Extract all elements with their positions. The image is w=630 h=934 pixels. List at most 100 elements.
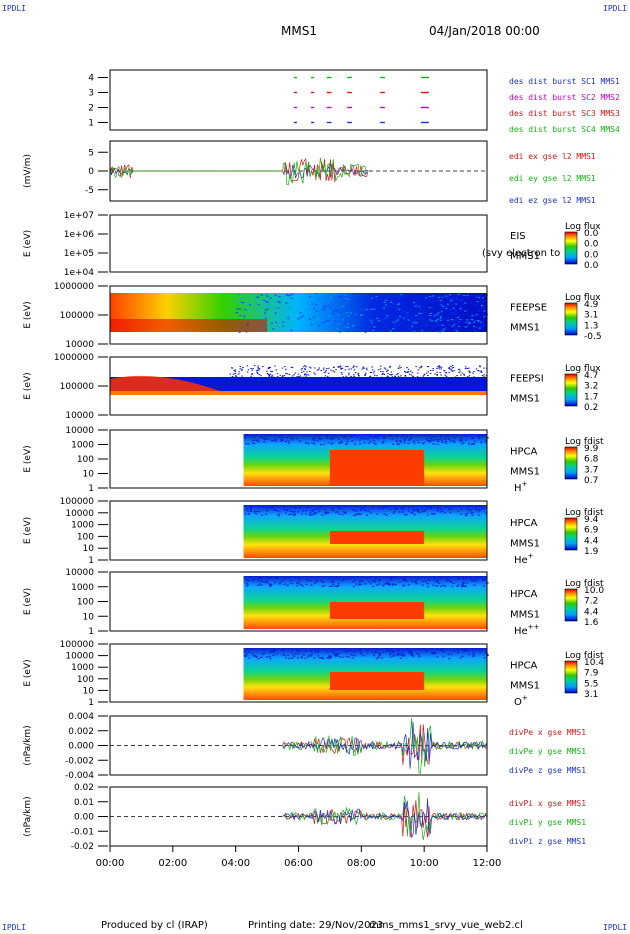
feepsi-speckle	[440, 366, 443, 368]
hpca-speckle-hpca_he1	[307, 505, 310, 507]
hpca-speckle-hpca_o	[424, 650, 427, 652]
hpca-speckle-hpca_o	[296, 657, 299, 659]
feepsi-speckle	[454, 378, 457, 380]
hpca-speckle-hpca_o	[359, 651, 362, 654]
feepse-speckle	[293, 293, 296, 295]
feepse-speckle	[455, 298, 458, 300]
hpca-speckle-hpca_o	[348, 649, 351, 651]
feepse-speckle	[455, 318, 458, 320]
hpca-speckle-hpca_he2	[264, 581, 267, 583]
hpca-speckle-hpca_he2	[305, 578, 308, 581]
hpca-speckle-hpca_h	[410, 434, 413, 436]
feepsi-speckle	[386, 377, 389, 379]
feepsi-speckle	[270, 377, 272, 379]
hpca-speckle-hpca_h	[287, 440, 290, 442]
feepsi-speckle	[327, 367, 330, 369]
colorbar-title-hpca_he2: Log fdist	[565, 579, 604, 589]
legend-burst-1: des dist burst SC2 MMS2	[509, 93, 620, 102]
hpca-speckle-hpca_h	[408, 439, 411, 441]
hpca-speckle-hpca_he2	[307, 579, 310, 582]
hpca-speckle-hpca_he1	[459, 505, 462, 507]
hpca-speckle-hpca_o	[403, 654, 406, 656]
hpca-speckle-hpca_he2	[310, 584, 313, 586]
hpca-speckle-hpca_he1	[337, 507, 340, 509]
hpca-speckle-hpca_he1	[481, 507, 484, 509]
hpca-speckle-hpca_o	[309, 655, 312, 657]
feepse-speckle	[308, 296, 311, 298]
hpca-speckle-hpca_h	[447, 438, 450, 440]
colorbar-tick-feepse-2: 1.3	[584, 321, 598, 331]
hpca-speckle-hpca_h	[269, 434, 272, 436]
hpca-speckle-hpca_h	[440, 439, 443, 441]
feepsi-speckle	[271, 376, 274, 378]
hpca-speckle-hpca_o	[245, 653, 248, 655]
hpca-speckle-hpca_he2	[296, 582, 299, 584]
hpca-speckle-hpca_he2	[266, 581, 269, 583]
hpca-speckle-hpca_he2	[444, 585, 447, 587]
hpca-speckle-hpca_he1	[362, 505, 365, 507]
hpca-speckle-hpca_o	[408, 651, 411, 653]
hpca-speckle-hpca_o	[314, 651, 317, 653]
hpca-speckle-hpca_h	[477, 436, 480, 438]
feepsi-speckle	[231, 375, 234, 377]
feepse-speckle	[383, 307, 386, 309]
feepse-speckle	[303, 318, 306, 320]
feepsi-speckle	[232, 373, 235, 375]
hpca-speckle-hpca_he1	[331, 507, 334, 509]
hpca-speckle-hpca_he2	[296, 585, 299, 587]
spacecraft-label-hpca_he2: MMS1	[510, 609, 540, 620]
feepsi-speckle	[291, 375, 294, 377]
hpca-speckle-hpca_o	[370, 651, 373, 653]
feepsi-speckle	[266, 370, 268, 372]
feepse-speckle	[443, 328, 446, 330]
hpca-speckle-hpca_h	[427, 439, 430, 442]
feepse-speckle	[314, 293, 317, 295]
feepsi-speckle	[276, 376, 279, 378]
hpca-speckle-hpca_o	[408, 652, 411, 655]
feepsi-speckle	[325, 370, 328, 372]
feepsi-speckle	[309, 366, 311, 368]
feepsi-speckle	[286, 373, 289, 375]
feepse-speckle	[373, 326, 376, 328]
hpca-speckle-hpca_he1	[405, 513, 408, 516]
hpca-speckle-hpca_h	[305, 442, 308, 444]
hpca-speckle-hpca_he2	[417, 577, 420, 580]
hpca-speckle-hpca_he2	[286, 584, 289, 586]
feepse-speckle	[334, 300, 337, 302]
feepse-speckle	[335, 309, 338, 311]
hpca-speckle-hpca_o	[447, 653, 450, 656]
feepse-speckle	[428, 307, 431, 309]
hpca-speckle-hpca_he1	[478, 505, 481, 507]
hpca-speckle-hpca_h	[373, 440, 376, 442]
hpca-speckle-hpca_h	[325, 437, 328, 439]
spacecraft-label-eis: MMS1	[510, 251, 540, 262]
hpca-speckle-hpca_o	[317, 651, 320, 653]
feepsi-speckle	[379, 368, 382, 370]
hpca-speckle-hpca_o	[284, 657, 287, 659]
feepse-speckle	[453, 313, 456, 315]
feepse-speckle	[361, 294, 364, 296]
feepse-speckle	[397, 319, 400, 321]
hpca-speckle-hpca_he1	[293, 511, 296, 513]
feepsi-speckle	[267, 373, 270, 375]
feepsi-speckle	[283, 377, 285, 379]
hpca-speckle-hpca_he1	[386, 506, 389, 508]
feepsi-speckle	[324, 371, 327, 373]
feepse-speckle	[440, 311, 443, 313]
hpca-speckle-hpca_h	[338, 442, 341, 444]
feepse-speckle	[411, 304, 414, 306]
species-label-hpca_he1: He+	[514, 552, 534, 566]
hpca-speckle-hpca_he2	[472, 579, 475, 581]
hpca-speckle-hpca_o	[243, 655, 246, 657]
feepsi-speckle	[256, 370, 259, 372]
feepse-speckle	[377, 293, 380, 295]
hpca-speckle-hpca_o	[381, 657, 384, 659]
feepse-speckle	[418, 318, 421, 320]
feepse-speckle	[478, 310, 481, 312]
feepsi-speckle	[382, 372, 384, 374]
feepsi-speckle	[318, 367, 321, 369]
feepsi-speckle	[358, 374, 360, 376]
hpca-speckle-hpca_he2	[352, 581, 355, 583]
hpca-speckle-hpca_he2	[462, 578, 465, 580]
feepse-speckle	[368, 296, 371, 298]
